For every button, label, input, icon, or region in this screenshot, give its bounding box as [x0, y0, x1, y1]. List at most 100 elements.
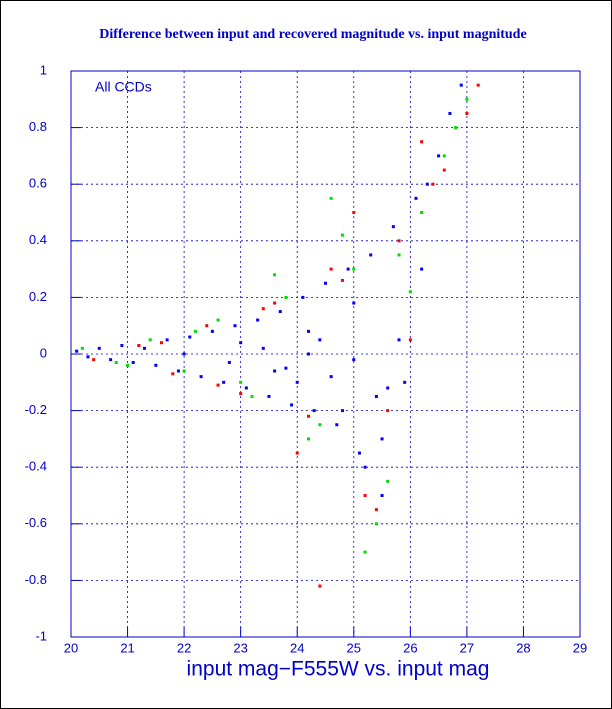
y-tick-label: 1 [40, 62, 47, 77]
point [244, 386, 248, 390]
point [171, 372, 175, 376]
point [193, 329, 197, 333]
point [340, 278, 344, 282]
point [307, 437, 311, 441]
point [120, 344, 124, 348]
y-tick-label: 0.6 [29, 176, 47, 191]
point [307, 329, 311, 333]
point [369, 253, 373, 257]
point [437, 154, 441, 158]
point [199, 375, 203, 379]
point [284, 295, 288, 299]
point [278, 310, 282, 314]
x-tick-label: 26 [403, 640, 417, 655]
y-tick-label: -0.8 [25, 572, 47, 587]
point [261, 346, 265, 350]
point [465, 97, 469, 101]
point [397, 338, 401, 342]
y-tick-label: -0.2 [25, 402, 47, 417]
point [159, 341, 163, 345]
x-tick-label: 21 [120, 640, 134, 655]
point [227, 360, 231, 364]
point [363, 465, 367, 469]
point [442, 154, 446, 158]
x-tick-label: 27 [460, 640, 474, 655]
point [205, 324, 209, 328]
point [312, 409, 316, 413]
point [307, 352, 311, 356]
point [324, 281, 327, 285]
x-tick-label: 23 [233, 640, 247, 655]
point [86, 355, 90, 359]
point [295, 451, 299, 455]
y-tick-label: -0.4 [25, 459, 47, 474]
point [148, 338, 152, 342]
point [92, 358, 96, 362]
point [403, 380, 407, 384]
y-tick-label: -0.6 [25, 515, 47, 530]
point [290, 403, 294, 407]
point [363, 550, 367, 554]
y-tick-label: 0.2 [29, 289, 47, 304]
point [273, 369, 277, 373]
point [465, 111, 469, 115]
point [80, 346, 84, 350]
point [386, 479, 390, 483]
point [97, 346, 101, 350]
point [352, 211, 356, 214]
point [273, 301, 277, 305]
point [143, 346, 147, 350]
y-tick-label: 0.4 [29, 232, 47, 247]
point [222, 380, 226, 384]
point [284, 366, 288, 370]
point [363, 494, 367, 497]
point [357, 451, 361, 455]
point [256, 318, 260, 322]
point [126, 363, 130, 367]
point [442, 168, 446, 172]
point [250, 394, 254, 398]
y-tick-label: 0.8 [29, 119, 47, 134]
point [114, 360, 118, 364]
plot-frame [70, 70, 581, 638]
point [239, 380, 243, 384]
point [188, 335, 192, 339]
point [346, 267, 350, 271]
point [374, 394, 378, 398]
point [414, 196, 418, 200]
point [397, 239, 401, 243]
point [329, 196, 333, 200]
point [420, 211, 424, 214]
y-tick-label: 0 [40, 345, 47, 360]
point [239, 341, 243, 345]
point [233, 324, 237, 328]
point [352, 301, 356, 305]
x-tick-label: 29 [573, 640, 587, 655]
point [476, 83, 480, 87]
point [239, 392, 243, 396]
point [459, 83, 463, 87]
x-axis-label: input mag−F555W vs. input mag [187, 658, 490, 681]
point [380, 437, 384, 441]
point [318, 584, 322, 588]
x-tick-label: 28 [516, 640, 530, 655]
point [165, 338, 169, 342]
point [210, 329, 214, 333]
point [261, 307, 265, 311]
point [301, 295, 305, 299]
point [431, 182, 435, 186]
point [340, 233, 344, 237]
point [75, 349, 79, 353]
point [154, 363, 158, 367]
y-tick-label: -1 [35, 628, 47, 643]
point [182, 369, 186, 373]
point [109, 358, 113, 362]
point [352, 267, 356, 271]
point [267, 394, 271, 398]
point [137, 344, 141, 348]
point [182, 352, 186, 356]
point [374, 508, 378, 512]
point [408, 290, 412, 294]
point [391, 225, 395, 229]
